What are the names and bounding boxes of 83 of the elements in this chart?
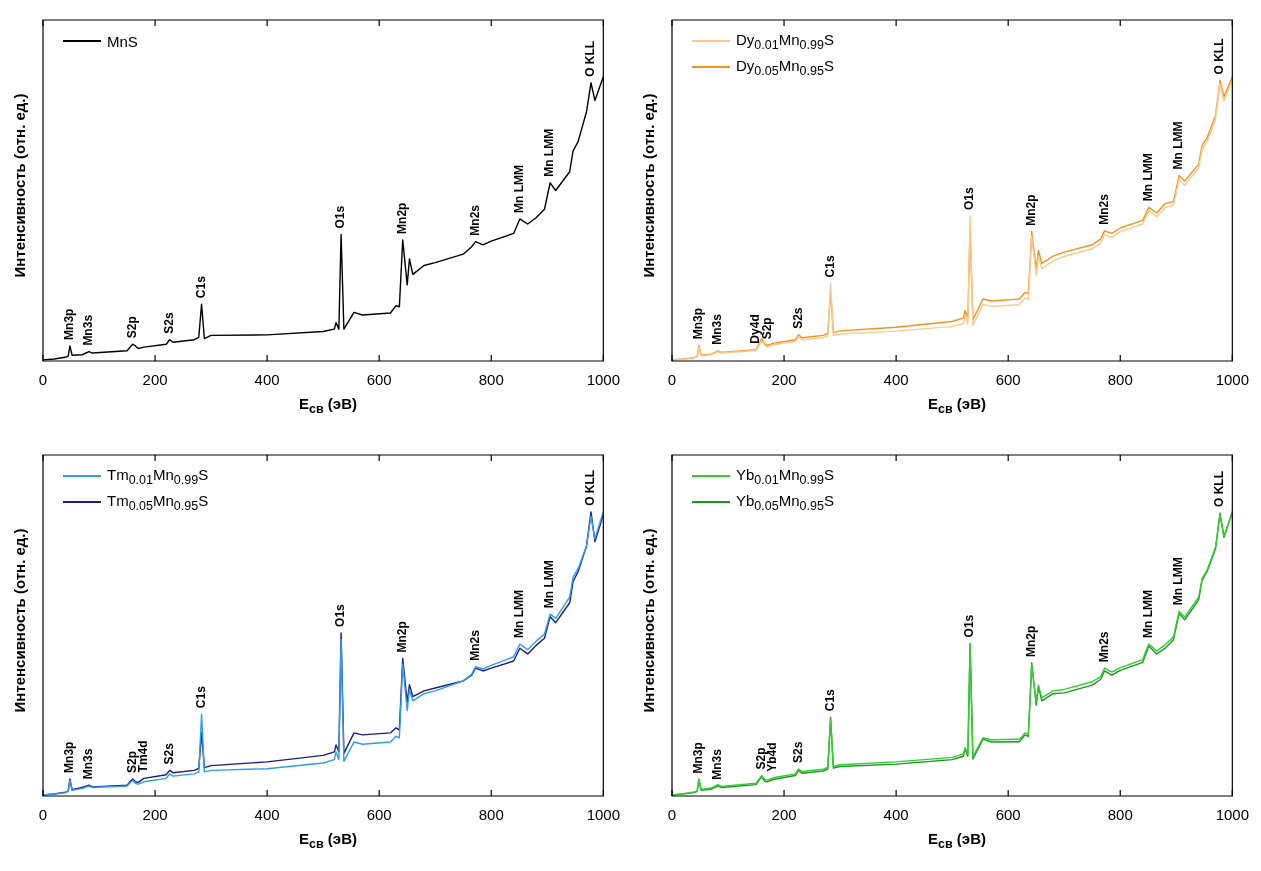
legend-label: Dy$_{0.01}$Mn$_{0.99}$S <box>736 30 834 52</box>
x-tick-label: 0 <box>38 371 48 389</box>
y-axis-title: Интенсивность (отн. ед.) <box>10 93 28 278</box>
annotation: Mn3s <box>81 314 96 346</box>
x-tick-label: 0 <box>667 371 677 389</box>
y-axis-title: Интенсивность (отн. ед.) <box>10 528 28 713</box>
legend-label: Yb$_{0.01}$Mn$_{0.99}$S <box>736 465 834 487</box>
x-tick-label: 800 <box>478 371 504 389</box>
annotation: O KLL <box>583 40 598 77</box>
x-tick-label: 1000 <box>586 806 620 824</box>
annotation: Mn3p <box>62 741 77 773</box>
annotation: Mn3s <box>81 748 96 780</box>
annotation: Mn LMM <box>1141 153 1156 202</box>
annotation: O1s <box>962 614 977 638</box>
annotation: S2s <box>161 312 176 334</box>
annotation: S2p <box>124 750 139 773</box>
x-tick-label: 400 <box>883 371 909 389</box>
legend-label: Tm$_{0.05}$Mn$_{0.95}$S <box>107 491 209 513</box>
annotation: Mn LMM <box>542 128 557 177</box>
x-tick-label: 400 <box>254 806 280 824</box>
x-tick-label: 1000 <box>1215 371 1249 389</box>
x-tick-label: 1000 <box>1215 806 1249 824</box>
x-axis-title: E$_{св}$ (эВ) <box>298 395 358 416</box>
x-tick-label: 200 <box>771 806 797 824</box>
annotation: C1s <box>822 688 837 712</box>
x-tick-label: 0 <box>38 806 48 824</box>
annotation: O1s <box>333 603 348 627</box>
annotation: Mn2s <box>467 204 482 236</box>
x-tick-label: 600 <box>366 806 392 824</box>
annotation: Mn2p <box>395 621 410 653</box>
annotation: O KLL <box>583 469 598 506</box>
annotation: C1s <box>193 275 208 299</box>
x-tick-label: 400 <box>254 371 280 389</box>
annotation: C1s <box>822 255 837 278</box>
annotation: Mn3s <box>710 748 725 780</box>
x-tick-label: 600 <box>995 371 1021 389</box>
annotation: Mn LMM <box>512 589 527 638</box>
x-tick-label: 0 <box>667 806 677 824</box>
x-axis-title: E$_{св}$ (эВ) <box>298 830 358 851</box>
legend-label: Tm$_{0.01}$Mn$_{0.99}$S <box>107 465 209 487</box>
y-axis-title: Интенсивность (отн. ед.) <box>639 93 657 278</box>
annotation: O1s <box>333 205 348 229</box>
annotation: Mn LMM <box>1171 121 1186 170</box>
x-tick-label: 400 <box>883 806 909 824</box>
legend-label: Dy$_{0.05}$Mn$_{0.95}$S <box>736 56 834 78</box>
annotation: C1s <box>193 685 208 709</box>
x-tick-label: 800 <box>1107 371 1133 389</box>
annotation: Mn2s <box>1096 631 1111 663</box>
legend-label: MnS <box>107 32 138 50</box>
annotation: S2s <box>161 742 176 765</box>
y-axis-title: Интенсивность (отн. ед.) <box>639 528 657 713</box>
x-tick-label: 1000 <box>586 371 620 389</box>
legend-label: Yb$_{0.05}$Mn$_{0.95}$S <box>736 491 834 513</box>
x-tick-label: 600 <box>366 371 392 389</box>
annotation: O KLL <box>1212 470 1227 507</box>
x-tick-label: 200 <box>142 371 168 389</box>
annotation: Mn2p <box>395 202 410 234</box>
x-tick-label: 800 <box>478 806 504 824</box>
annotation: O1s <box>962 187 977 211</box>
annotation: Mn LMM <box>542 560 557 609</box>
annotation: Mn3p <box>691 742 706 774</box>
annotation: Mn3s <box>710 313 725 345</box>
annotation: S2p <box>753 747 768 770</box>
annotation: S2s <box>790 741 805 763</box>
annotation: Mn LMM <box>1141 589 1156 638</box>
annotation: Dy4d <box>748 314 763 344</box>
x-tick-label: 200 <box>771 371 797 389</box>
annotation: Mn2p <box>1024 625 1039 658</box>
annotation: O KLL <box>1212 38 1227 75</box>
annotation: S2p <box>124 316 139 339</box>
annotation: Mn2s <box>467 629 482 661</box>
annotation: Mn3p <box>691 308 706 340</box>
x-tick-label: 800 <box>1107 806 1133 824</box>
x-tick-label: 200 <box>142 806 168 824</box>
annotation: Mn LMM <box>1171 557 1186 606</box>
annotation: Mn LMM <box>512 164 527 213</box>
x-tick-label: 600 <box>995 806 1021 824</box>
annotation: Mn3p <box>62 308 77 340</box>
annotation: S2s <box>790 307 805 329</box>
x-axis-title: E$_{св}$ (эВ) <box>927 830 987 851</box>
annotation: Mn2p <box>1024 194 1039 226</box>
annotation: Mn2s <box>1096 193 1111 225</box>
x-axis-title: E$_{св}$ (эВ) <box>927 395 987 416</box>
